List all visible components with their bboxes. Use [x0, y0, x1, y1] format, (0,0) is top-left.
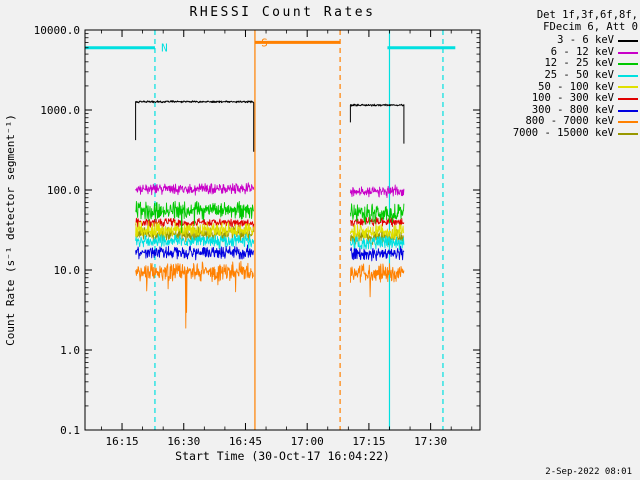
- trace-800-7000-keV: [135, 260, 255, 329]
- legend-color-line-icon: [618, 97, 638, 100]
- legend-decim-att-info: FDecim 6, Att 0: [543, 20, 638, 33]
- y-tick-label: 0.1: [60, 424, 80, 437]
- legend-color-line-icon: [618, 86, 638, 89]
- legend-color-line-icon: [618, 109, 638, 112]
- trace-3-6-keV: [349, 103, 405, 144]
- legend-label: 3 - 6 keV: [557, 34, 614, 47]
- legend-entries: 3 - 6 keV 6 - 12 keV 12 - 25 keV 25 - 50 ke…: [513, 35, 638, 139]
- x-tick-label: 17:00: [291, 435, 324, 448]
- legend-label: 7000 - 15000 keV: [512, 126, 614, 139]
- x-tick-label: 16:45: [229, 435, 262, 448]
- trace-100-300-keV: [350, 217, 405, 227]
- legend-label: 50 - 100 keV: [538, 80, 614, 93]
- flag-label: N: [161, 42, 168, 55]
- trace-25-50-keV: [135, 233, 255, 249]
- legend-label: 25 - 50 keV: [544, 68, 614, 81]
- legend-color-line-icon: [618, 132, 638, 135]
- legend-label: 300 - 800 keV: [531, 103, 614, 116]
- trace-25-50-keV: [349, 235, 405, 251]
- chart-title: RHESSI Count Rates: [189, 5, 376, 20]
- trace-12-25-keV: [349, 203, 405, 225]
- legend: Det 1f,3f,6f,8f, FDecim 6, Att 0 3 - 6 k…: [513, 9, 638, 140]
- x-tick-label: 16:30: [167, 435, 200, 448]
- trace-300-800-keV: [349, 245, 405, 262]
- legend-entry: 6 - 12 keV: [513, 45, 638, 59]
- plot-frame: [84, 29, 481, 431]
- trace-12-25-keV: [135, 200, 255, 233]
- legend-detector-info: Det 1f,3f,6f,8f,: [536, 9, 638, 21]
- legend-color-line-icon: [618, 121, 638, 124]
- legend-label: 800 - 7000 keV: [525, 115, 614, 128]
- trace-800-7000-keV: [349, 263, 405, 298]
- legend-entry: 7000 - 15000 keV: [512, 126, 638, 140]
- x-tick-label: 16:15: [105, 435, 138, 448]
- legend-label: 100 - 300 keV: [531, 92, 614, 105]
- x-axis-label: Start Time (30-Oct-17 16:04:22): [175, 449, 390, 463]
- y-tick-label: 100.0: [47, 184, 80, 197]
- trace-3-6-keV: [135, 100, 255, 152]
- legend-entry: 25 - 50 keV: [513, 68, 638, 82]
- legend-color-line-icon: [618, 63, 638, 66]
- legend-color-line-icon: [618, 51, 638, 54]
- legend-label: 6 - 12 keV: [550, 45, 614, 58]
- trace-6-12-keV: [135, 182, 255, 196]
- trace-6-12-keV: [349, 184, 405, 199]
- legend-label: 12 - 25 keV: [544, 57, 614, 70]
- trace-300-800-keV: [135, 244, 255, 261]
- legend-color-line-icon: [618, 74, 638, 77]
- x-tick-label: 17:15: [352, 435, 385, 448]
- flag-label: S: [261, 36, 268, 49]
- plot-creation-timestamp: 2-Sep-2022 08:01: [545, 467, 632, 477]
- y-tick-label: 1000.0: [40, 104, 80, 117]
- y-tick-label: 10000.0: [34, 24, 80, 37]
- x-tick-label: 17:30: [414, 435, 447, 448]
- y-tick-label: 10.0: [54, 264, 81, 277]
- legend-entry: 300 - 800 keV: [513, 103, 638, 117]
- y-tick-label: 1.0: [60, 344, 80, 357]
- y-axis-label: Count Rate (s⁻¹ detector segment⁻¹): [4, 114, 17, 346]
- legend-entry: 3 - 6 keV: [513, 35, 638, 47]
- legend-color-line-icon: [618, 39, 638, 42]
- legend-entry: 800 - 7000 keV: [513, 116, 638, 128]
- legend-entry: 100 - 300 keV: [513, 93, 638, 105]
- trace-50-100-keV: [135, 220, 255, 239]
- trace-50-100-keV: [349, 223, 405, 241]
- legend-entry: 50 - 100 keV: [513, 80, 638, 94]
- legend-entry: 12 - 25 keV: [513, 58, 638, 70]
